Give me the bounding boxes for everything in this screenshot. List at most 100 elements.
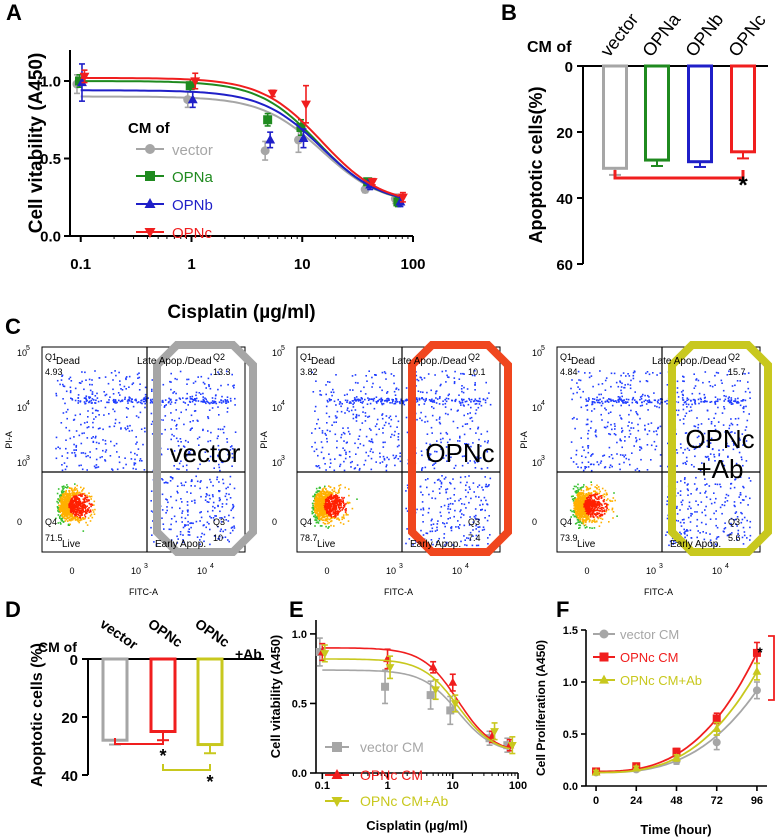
panel-c-plot-1-event	[228, 493, 230, 496]
panel-c-plot-3-event	[587, 451, 590, 454]
panel-c-plot-1-event	[66, 417, 68, 420]
panel-c-plot-1-event	[200, 495, 202, 498]
panel-c-plot-1-event	[80, 442, 83, 445]
panel-c-plot-1-event	[95, 458, 98, 461]
panel-b-y-tick-label: 20	[556, 125, 573, 142]
panel-c-plot-2-event	[423, 403, 426, 405]
panel-c-plot-1-event	[229, 532, 232, 534]
panel-c-plot-1-event	[82, 488, 84, 491]
panel-c-plot-3-event	[654, 405, 656, 407]
panel-c-plot-1-event	[226, 396, 229, 398]
panel-c-plot-2-event	[439, 416, 441, 419]
panel-c-plot-2-event	[367, 455, 370, 457]
panel-c-plot-2-event	[394, 394, 397, 396]
panel-c-plot-2-event	[342, 506, 345, 509]
panel-c-plot-2-event	[363, 386, 365, 389]
panel-c-plot-1-event	[185, 455, 188, 457]
panel-c-plot-3-event	[624, 454, 627, 456]
panel-c-plot-1-event	[58, 511, 60, 513]
panel-c-plot-2-event	[382, 427, 384, 429]
panel-c-plot-1-event	[70, 487, 72, 490]
panel-c-plot-2-event	[324, 495, 327, 498]
panel-c-plot-1-event	[89, 496, 92, 498]
panel-c-plot-1-event	[116, 451, 118, 453]
panel-c-plot-1-event	[199, 539, 201, 541]
panel-c-plot-2-event	[315, 465, 317, 467]
panel-c-plot-2-event	[326, 507, 329, 509]
panel-c-plot-1-event	[114, 418, 117, 421]
panel-c-plot-1-event	[60, 518, 63, 520]
panel-c-plot-3-event	[582, 512, 584, 515]
panel-c-plot-1-event	[60, 510, 62, 513]
panel-c-plot-1-live-label: Live	[62, 539, 81, 550]
panel-c-plot-3-event	[596, 516, 599, 518]
panel-c-plot-1-event	[103, 414, 105, 416]
panel-c-plot-3-event	[699, 469, 702, 472]
panel-c-plot-1-event	[74, 387, 77, 390]
panel-c-plot-3-event	[573, 416, 575, 419]
panel-c-plot-1-event	[163, 482, 166, 484]
panel-c-plot-2-event	[486, 451, 489, 453]
panel-c-plot-1-event	[70, 503, 72, 506]
panel-c-plot-2-event	[358, 414, 360, 417]
panel-c-plot-3-event	[639, 449, 641, 451]
panel-c-plot-1-event	[178, 417, 180, 420]
panel-c-plot-1-event	[74, 483, 76, 485]
panel-c-plot-2-event	[326, 422, 328, 424]
panel-c-plot-1-event	[170, 523, 172, 526]
panel-c-plot-2-event	[313, 500, 315, 502]
panel-c-plot-1-event	[218, 535, 221, 538]
panel-c-plot-2-event	[333, 490, 336, 492]
panel-c-plot-2-event	[326, 437, 328, 440]
panel-a-legend-marker	[145, 171, 155, 181]
panel-c-plot-2-event	[328, 505, 331, 507]
panel-c-plot-2-event	[424, 479, 427, 481]
panel-c-plot-1-event	[199, 511, 201, 514]
panel-c-plot-1-event	[77, 519, 79, 521]
panel-c-plot-2-event	[483, 496, 486, 499]
panel-c-plot-1-event	[164, 428, 166, 431]
panel-c-plot-2-event	[332, 501, 334, 503]
panel-c-plot-1-event	[76, 507, 79, 510]
panel-c-plot-3-event	[598, 501, 600, 504]
panel-c-plot-2-event	[338, 518, 340, 521]
panel-c-plot-3-event	[596, 484, 598, 487]
panel-c-plot-3-event	[601, 508, 603, 511]
panel-c-plot-1-event	[88, 495, 91, 498]
panel-c-plot-2-event	[328, 485, 330, 487]
panel-c-plot-3-event	[609, 433, 612, 436]
panel-c-plot-3-event	[581, 495, 584, 497]
panel-c-plot-3-event	[570, 387, 572, 390]
panel-c-plot-1-event	[83, 422, 86, 424]
panel-c-plot-1-event	[60, 494, 62, 497]
panel-c-plot-1-event	[88, 507, 90, 509]
panel-c-plot-2-event	[322, 503, 325, 506]
panel-c-plot-3-event	[588, 502, 590, 504]
panel-c-plot-3-event	[579, 501, 581, 504]
panel-c-plot-1-event	[71, 519, 73, 521]
panel-c-plot-3-event	[578, 379, 580, 381]
panel-c-plot-2-event	[333, 504, 336, 507]
panel-c-plot-1-event	[162, 383, 165, 386]
panel-c-plot-3-event	[640, 447, 643, 450]
panel-c-plot-2-event	[475, 432, 477, 434]
panel-c-plot-2-event	[467, 462, 469, 464]
panel-c-plot-3-event	[629, 384, 632, 386]
panel-c-plot-2-event	[318, 510, 321, 512]
panel-c-plot-1-event	[95, 399, 97, 402]
panel-c-plot-2-event	[328, 491, 330, 494]
panel-c-plot-2-event	[387, 397, 389, 400]
panel-c-plot-1-event	[217, 428, 220, 430]
panel-c-plot-1-event	[79, 491, 81, 494]
panel-c-plot-1-event	[150, 423, 153, 425]
panel-c-plot-2-event	[336, 496, 339, 498]
panel-c-plot-3-event	[579, 517, 581, 520]
panel-c-plot-2-event	[435, 390, 438, 392]
panel-c-plot-2-event	[447, 413, 449, 416]
panel-c-plot-2-event	[462, 514, 465, 516]
panel-c-plot-3-event	[577, 466, 579, 468]
panel-c-plot-2-event	[325, 518, 328, 520]
panel-c-plot-2-event	[463, 503, 466, 506]
panel-c-plot-2-event	[315, 487, 318, 490]
panel-c-plot-1-event	[80, 518, 83, 521]
